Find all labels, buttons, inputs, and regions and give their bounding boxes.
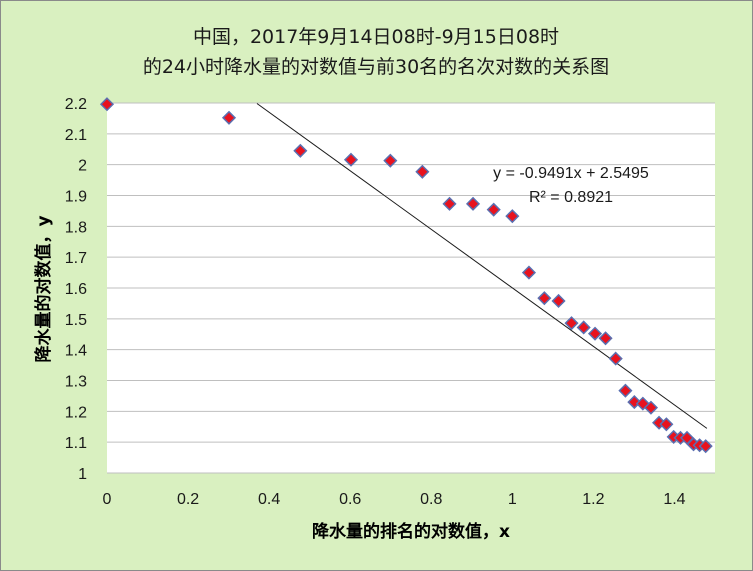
data-point — [643, 400, 659, 415]
grid-lines — [107, 102, 715, 474]
r-squared-label: R² = 0.8921 — [529, 189, 613, 206]
data-point — [698, 439, 713, 454]
data-point — [608, 351, 623, 366]
data-point — [564, 316, 579, 331]
x-axis-title: 降水量的排名的对数值，x — [312, 521, 510, 542]
y-tick-label: 1.1 — [65, 435, 87, 452]
data-point — [505, 209, 520, 224]
y-tick-label: 1.8 — [65, 219, 87, 236]
x-tick-label: 0.4 — [258, 491, 280, 508]
x-tick-label: 1.4 — [663, 491, 685, 508]
x-tick-labels: 0 0.2 0.4 0.6 0.8 1 1.2 1.4 — [103, 491, 686, 508]
x-tick-label: 0.8 — [420, 491, 442, 508]
trendline-equation: y = -0.9491x + 2.5495 — [493, 165, 649, 182]
data-point — [587, 326, 603, 341]
x-tick-label: 1 — [508, 491, 517, 508]
y-tick-label: 1.5 — [65, 312, 87, 329]
data-point — [521, 265, 537, 280]
data-point — [659, 417, 674, 432]
trendline-group — [256, 103, 708, 429]
y-tick-label: 1 — [78, 466, 87, 483]
data-point — [343, 152, 359, 167]
x-tick-label: 0.2 — [177, 491, 199, 508]
y-tick-label: 1.6 — [65, 281, 87, 298]
data-point — [618, 383, 633, 398]
x-tick-label: 1.2 — [582, 491, 604, 508]
data-point — [465, 196, 481, 211]
data-point — [383, 153, 398, 168]
chart-title-line-2: 的24小时降水量的对数值与前30名的名次对数的关系图 — [143, 56, 609, 78]
data-point — [293, 143, 308, 158]
x-tick-label: 0.6 — [339, 491, 361, 508]
data-point — [486, 202, 501, 217]
data-point — [99, 97, 115, 112]
y-axis-title: 降水量的对数值，y — [33, 215, 54, 362]
data-point — [576, 320, 591, 335]
trendline — [256, 103, 708, 429]
y-tick-label: 1.4 — [65, 343, 87, 360]
y-tick-labels: 1 1.1 1.2 1.3 1.4 1.5 1.6 1.7 1.8 1.9 2 2.1 2.2 — [65, 96, 87, 483]
data-point — [598, 331, 613, 346]
x-tick-label: 0 — [103, 491, 112, 508]
y-tick-label: 2.2 — [65, 96, 87, 113]
chart-title-line-1: 中国，2017年9月14日08时-9月15日08时 — [193, 26, 559, 48]
y-tick-label: 1.7 — [65, 250, 87, 267]
y-tick-label: 1.9 — [65, 189, 87, 206]
data-point — [551, 293, 566, 309]
y-tick-label: 1.2 — [65, 404, 87, 421]
y-tick-label: 1.3 — [65, 374, 87, 391]
data-point — [442, 196, 457, 211]
data-points — [99, 97, 713, 454]
data-point — [415, 164, 430, 179]
y-tick-label: 2.1 — [65, 127, 87, 144]
data-point — [221, 110, 237, 125]
data-point — [537, 291, 552, 306]
y-tick-label: 2 — [78, 158, 87, 175]
